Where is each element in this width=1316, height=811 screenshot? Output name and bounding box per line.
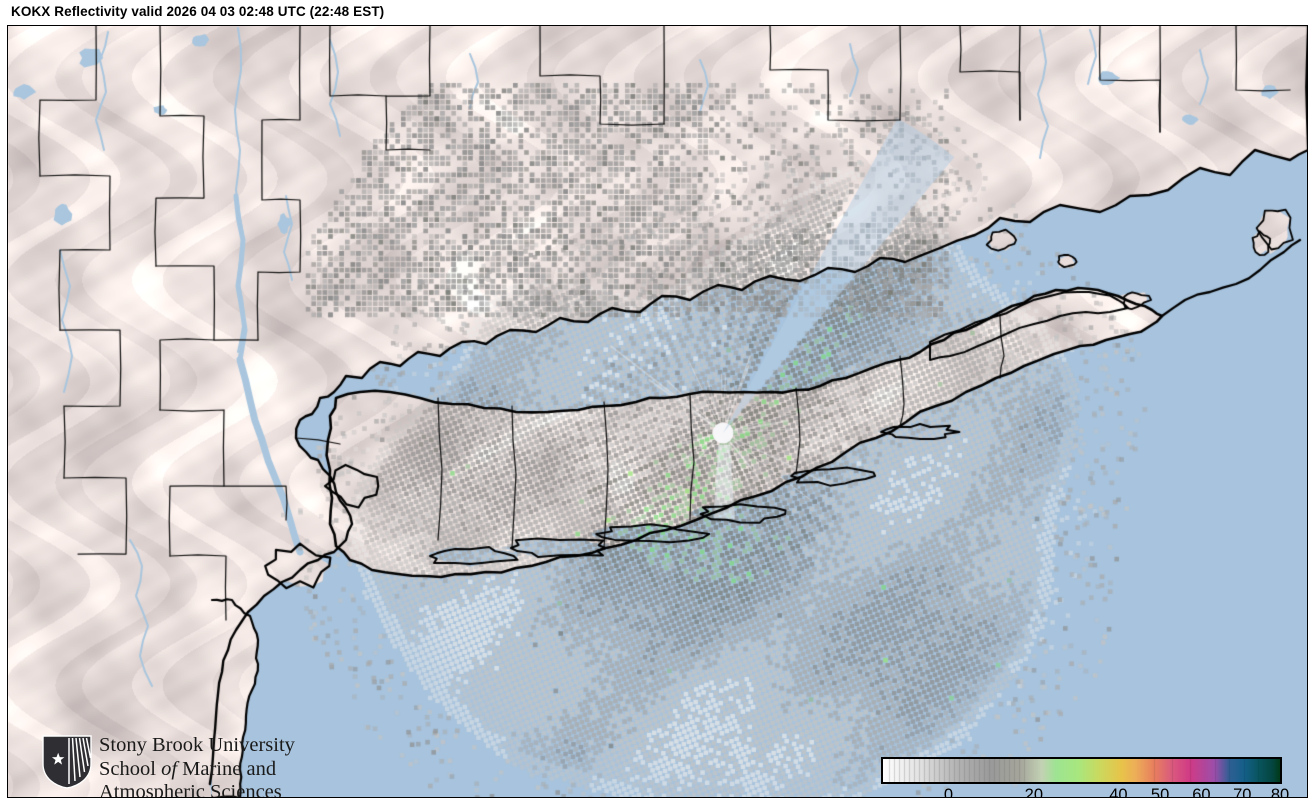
colorbar-tick-0: 0 (943, 786, 954, 798)
colorbar-tick-50: 50 (1150, 786, 1170, 798)
colorbar-gradient (883, 759, 1280, 782)
colorbar-gradient-box[interactable] (881, 757, 1282, 784)
radar-map-canvas[interactable] (8, 26, 1307, 797)
colorbar-tick-60: 60 (1192, 786, 1211, 798)
colorbar-tick-40: 40 (1109, 786, 1128, 798)
colorbar-tick-20: 20 (1024, 786, 1044, 798)
page-title: KOKX Reflectivity valid 2026 04 03 02:48… (11, 4, 385, 19)
title-bar: KOKX Reflectivity valid 2026 04 03 02:48… (0, 0, 1316, 25)
reflectivity-colorbar[interactable]: 0 20 40 50 60 70 80 (874, 753, 1294, 798)
radar-map-frame[interactable]: Stony Brook University School of Marine … (7, 25, 1308, 798)
map-render-surface[interactable] (8, 26, 1307, 797)
colorbar-tick-70: 70 (1233, 786, 1252, 798)
colorbar-tick-80: 80 (1270, 786, 1290, 798)
